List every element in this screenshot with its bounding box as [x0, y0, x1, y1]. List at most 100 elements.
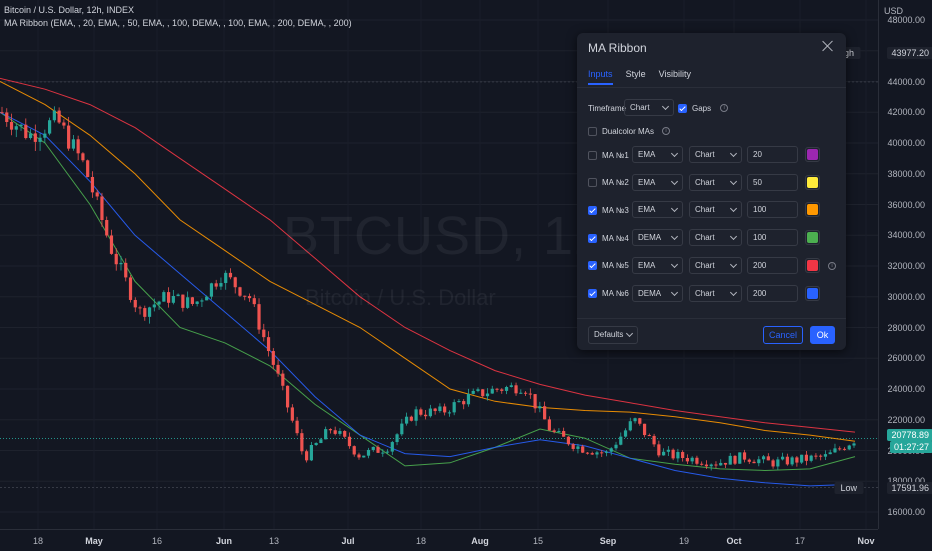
timeframe-label: Timeframe — [588, 103, 626, 113]
ma-type-select[interactable]: EMA — [632, 256, 683, 274]
candle-body — [504, 387, 509, 391]
chevron-down-icon — [670, 260, 679, 268]
candle-body — [676, 452, 680, 459]
chevron-down-icon — [729, 149, 738, 158]
gaps-info-icon[interactable]: i — [720, 104, 729, 112]
indicator-legend[interactable]: MA Ribbon (EMA, , 20, EMA, , 50, EMA, , … — [4, 18, 352, 28]
ma-color-swatch[interactable] — [805, 202, 820, 218]
gaps-checkbox[interactable] — [678, 103, 687, 113]
candle-body — [119, 262, 123, 265]
price-label: 30000.00 — [887, 291, 925, 302]
candle-body — [9, 121, 14, 130]
candle-body — [43, 133, 47, 138]
cancel-button[interactable]: Cancel — [763, 326, 803, 344]
symbol-legend[interactable]: Bitcoin / U.S. Dollar, 12h, INDEX — [4, 5, 135, 15]
candle-body — [38, 137, 42, 142]
ma-checkbox[interactable] — [588, 178, 597, 188]
candle-body — [166, 292, 171, 303]
ma-length-input[interactable]: 200 — [747, 256, 798, 274]
ma-checkbox[interactable] — [588, 233, 597, 243]
candle-body — [490, 388, 494, 394]
ma-source-select[interactable]: Chart — [689, 284, 742, 302]
timeframe-select[interactable]: Chart — [624, 99, 674, 116]
color-fill — [807, 176, 818, 188]
ma-length-input[interactable]: 100 — [747, 229, 798, 247]
candle-body — [52, 110, 56, 121]
ma-color-swatch[interactable] — [805, 230, 820, 246]
currency-label: USD — [883, 6, 903, 16]
dualcolor-info-icon[interactable]: i — [662, 127, 671, 135]
candle-body — [400, 423, 404, 435]
candle-body — [823, 454, 828, 457]
tab-style[interactable]: Style — [625, 69, 646, 79]
ma-checkbox[interactable] — [588, 205, 597, 215]
chevron-down-icon — [670, 149, 679, 158]
ma-color-swatch[interactable] — [805, 147, 820, 162]
color-fill — [807, 259, 818, 271]
dialog-title: MA Ribbon — [588, 41, 647, 55]
ma-source-select[interactable]: Chart — [689, 256, 742, 274]
candle-body — [681, 452, 685, 459]
candle-body — [252, 298, 256, 305]
candle-body — [347, 436, 352, 447]
time-label: Jun — [215, 536, 233, 546]
ma-source-select-value: Chart — [695, 260, 715, 270]
candle-body — [700, 463, 704, 465]
ok-button[interactable]: Ok — [810, 326, 835, 344]
candle-body — [214, 283, 218, 287]
candle-body — [47, 120, 52, 134]
time-label: Oct — [726, 536, 742, 546]
time-label: 13 — [268, 536, 280, 546]
candle-body — [271, 351, 275, 365]
price-label: 18000.00 — [887, 476, 925, 486]
tabs-divider — [577, 87, 846, 88]
chart-area[interactable]: BTCUSD, 12 Bitcoin / U.S. Dollar Bitcoin… — [0, 0, 878, 529]
candle-body — [781, 456, 785, 460]
last-price-tag: 20778.89 — [887, 429, 932, 441]
ma-checkbox[interactable] — [588, 150, 597, 160]
candle-body — [642, 423, 647, 436]
candle-body — [609, 448, 613, 452]
dualcolor-checkbox[interactable] — [588, 126, 597, 136]
candle-body — [90, 176, 95, 193]
close-icon[interactable] — [821, 39, 835, 53]
candle-body — [190, 297, 194, 304]
info-icon[interactable]: i — [828, 261, 836, 270]
candle-body — [171, 295, 175, 303]
time-scale[interactable]: 18 May 16 Jun 13 Jul 18 Aug 15 Sep 19 Oct 17 Nov — [0, 529, 878, 551]
ma-type-select[interactable]: DEMA — [632, 284, 683, 302]
timeframe-value: Chart — [630, 103, 650, 112]
ma-source-select[interactable]: Chart — [689, 201, 742, 219]
ma-length-input[interactable]: 100 — [747, 201, 798, 219]
candle-body — [109, 235, 114, 254]
ma-color-swatch[interactable] — [805, 174, 820, 190]
ma-checkbox[interactable] — [588, 261, 597, 271]
ma-type-select[interactable]: EMA — [632, 146, 683, 163]
low-price-tag: 17591.96 — [887, 482, 932, 494]
ma-type-select[interactable]: EMA — [632, 201, 683, 219]
ma-type-select[interactable]: EMA — [632, 173, 683, 191]
ma-color-swatch[interactable] — [805, 257, 820, 273]
candle-body — [205, 296, 209, 301]
ma-length-input[interactable]: 50 — [747, 173, 798, 191]
defaults-dropdown[interactable]: Defaults — [588, 326, 638, 344]
ma-source-select[interactable]: Chart — [689, 173, 742, 191]
candle-body — [566, 436, 571, 445]
tab-visibility[interactable]: Visibility — [658, 69, 692, 79]
candle-body — [581, 446, 585, 453]
price-scale[interactable]: USD 48000.0046000.0044000.0042000.004000… — [878, 0, 932, 529]
ma-source-select[interactable]: Chart — [689, 229, 742, 247]
tab-inputs[interactable]: Inputs — [588, 69, 613, 85]
ma-source-select[interactable]: Chart — [689, 146, 742, 163]
ma-length-input[interactable]: 20 — [747, 146, 798, 163]
ma-color-swatch[interactable] — [805, 285, 820, 301]
ma-type-select[interactable]: DEMA — [632, 229, 683, 247]
ma-source-select-value: Chart — [695, 150, 715, 159]
candle-body — [509, 385, 513, 388]
price-chart[interactable] — [0, 0, 878, 529]
candle-body — [324, 429, 328, 440]
ma-length-input[interactable]: 200 — [747, 284, 798, 302]
ma-checkbox[interactable] — [588, 289, 597, 298]
candle-body — [666, 449, 670, 452]
candle-body — [585, 452, 590, 454]
